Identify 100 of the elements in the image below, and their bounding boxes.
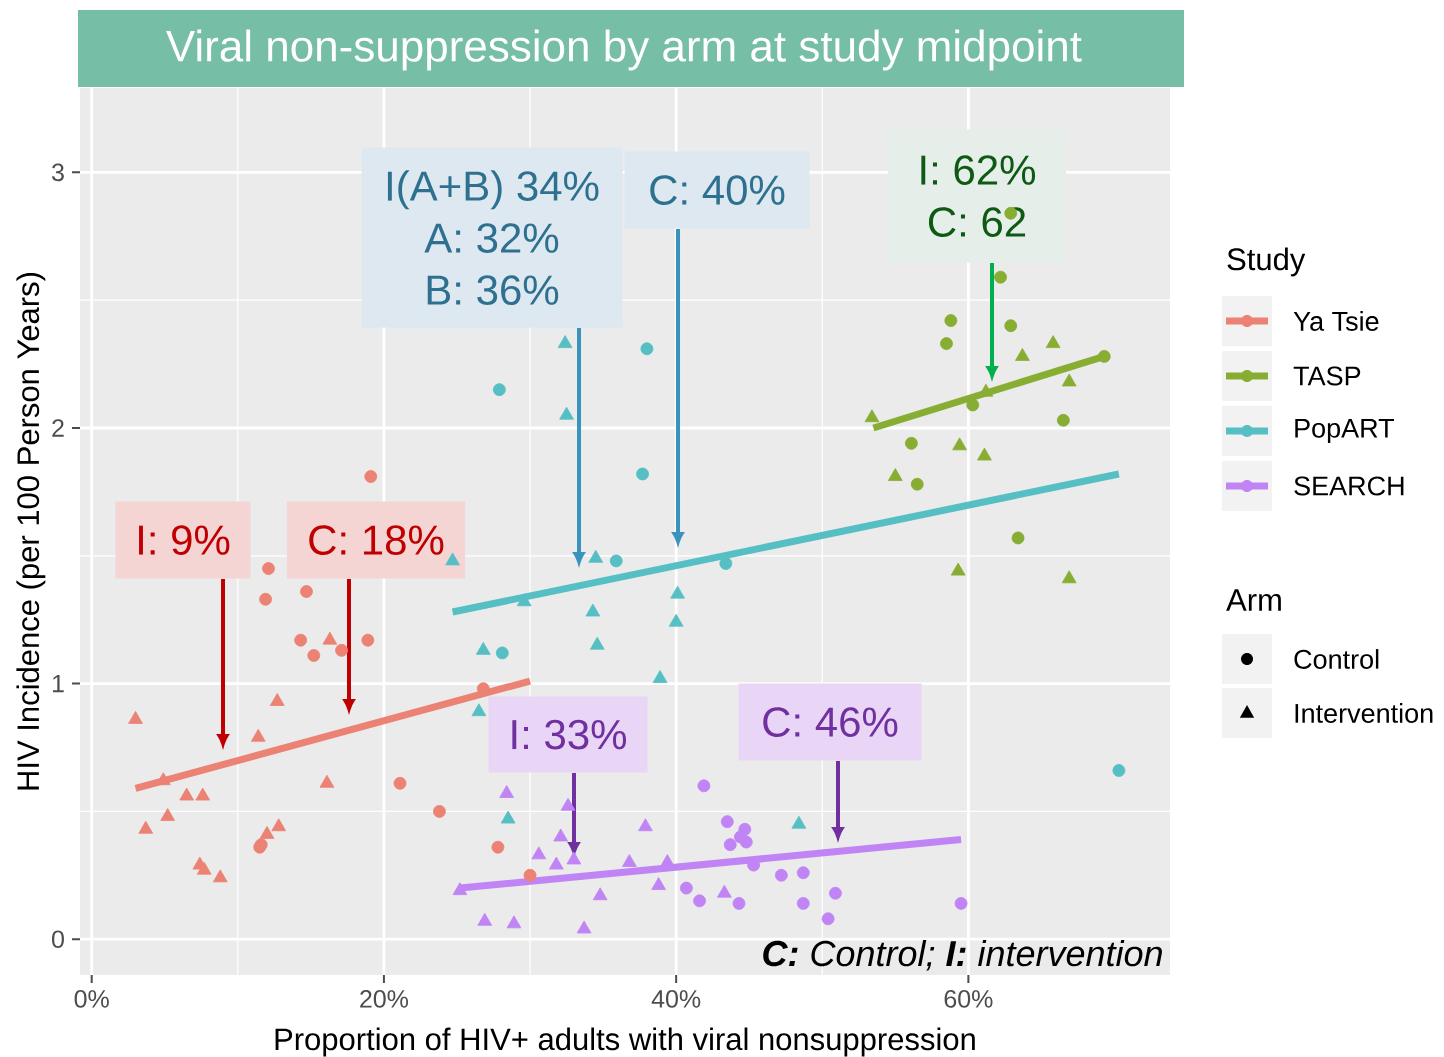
- point: [393, 776, 407, 790]
- point: [723, 838, 737, 852]
- point: [491, 840, 505, 854]
- point: [796, 897, 810, 910]
- point: [499, 785, 514, 798]
- point: [977, 447, 992, 461]
- point: [557, 335, 573, 349]
- point: [319, 774, 335, 788]
- point: [717, 884, 732, 898]
- point: [944, 314, 958, 328]
- point: [589, 636, 605, 650]
- text: Arm: [1226, 589, 1281, 611]
- point: [732, 897, 746, 910]
- point: [495, 646, 509, 660]
- point: [954, 897, 968, 910]
- point: [609, 554, 623, 568]
- point: [910, 477, 924, 491]
- point: [294, 633, 308, 647]
- point: [1061, 570, 1077, 584]
- point: [506, 915, 522, 929]
- point: [560, 797, 576, 811]
- point: [1097, 350, 1111, 363]
- x-axis-title: Proportion of HIV+ adults with viral nonsuppression: [275, 1027, 975, 1057]
- point: [179, 787, 194, 801]
- point: [966, 398, 980, 412]
- point: [523, 868, 537, 882]
- point: [679, 881, 693, 895]
- x-tick-label: 40%: [651, 990, 701, 1008]
- annotation: C: 46%: [763, 707, 898, 737]
- point: [904, 436, 918, 450]
- point: [952, 437, 967, 451]
- point: [549, 856, 564, 870]
- point: [307, 649, 321, 662]
- point: [864, 409, 880, 423]
- point: [887, 468, 903, 481]
- point: [829, 886, 842, 900]
- point: [588, 549, 604, 563]
- point: [950, 562, 966, 576]
- x-tick-label: 0%: [74, 990, 109, 1008]
- point: [719, 557, 733, 570]
- annotation: C: 40%: [650, 175, 785, 205]
- y-axis-title: HIV Incidence (per 100 Person Years): [16, 272, 46, 790]
- point: [1015, 348, 1030, 361]
- point: [212, 869, 228, 883]
- point: [516, 593, 532, 607]
- chart-title: Viral non-suppression by arm at study midpoint: [166, 29, 1082, 71]
- point: [720, 815, 734, 829]
- x-tick-label: 60%: [944, 990, 993, 1008]
- point: [445, 552, 460, 566]
- point: [452, 882, 468, 896]
- point: [300, 585, 313, 598]
- point: [553, 828, 569, 842]
- point: [693, 894, 706, 908]
- point: [138, 820, 154, 834]
- point: [940, 337, 953, 351]
- point: [364, 470, 378, 483]
- point: [531, 846, 547, 860]
- point: [195, 787, 211, 801]
- point: [492, 383, 506, 397]
- point: [791, 815, 807, 829]
- legend-label: PopART: [1295, 418, 1394, 444]
- point: [1011, 531, 1025, 545]
- y-tick-label: 3: [51, 163, 64, 182]
- annotation: I: 9%: [139, 525, 230, 555]
- point: [477, 912, 493, 926]
- point: [774, 868, 788, 882]
- point: [361, 633, 375, 647]
- point: [640, 342, 654, 356]
- point: [196, 861, 212, 875]
- point: [271, 818, 287, 832]
- point: [500, 810, 516, 824]
- point: [250, 728, 266, 742]
- point: [622, 854, 637, 867]
- legend-label: Ya Tsie: [1293, 311, 1379, 331]
- legend-title: Study: [1227, 247, 1306, 277]
- point: [668, 613, 684, 627]
- point: [1004, 319, 1018, 333]
- annotation: C: Control; I: intervention: [763, 939, 1162, 971]
- point: [821, 912, 835, 926]
- point: [259, 592, 272, 606]
- point: [636, 467, 649, 481]
- point: [651, 877, 666, 890]
- y-tick-label: 2: [52, 419, 64, 437]
- point: [335, 643, 348, 657]
- point: [269, 693, 285, 706]
- annotation: I(A+B) 34%: [387, 170, 599, 210]
- point: [259, 826, 275, 839]
- point: [433, 805, 446, 818]
- point: [471, 703, 487, 717]
- annotation: C: 18%: [309, 525, 444, 555]
- point: [994, 270, 1007, 284]
- annotation: I: 62%: [921, 155, 1036, 185]
- point: [660, 854, 675, 867]
- legend-label: TASP: [1293, 366, 1361, 386]
- point: [652, 670, 668, 683]
- point: [739, 835, 753, 849]
- point: [1045, 335, 1061, 349]
- point: [160, 808, 175, 821]
- y-tick-label: 0: [52, 930, 64, 949]
- point: [1056, 413, 1070, 427]
